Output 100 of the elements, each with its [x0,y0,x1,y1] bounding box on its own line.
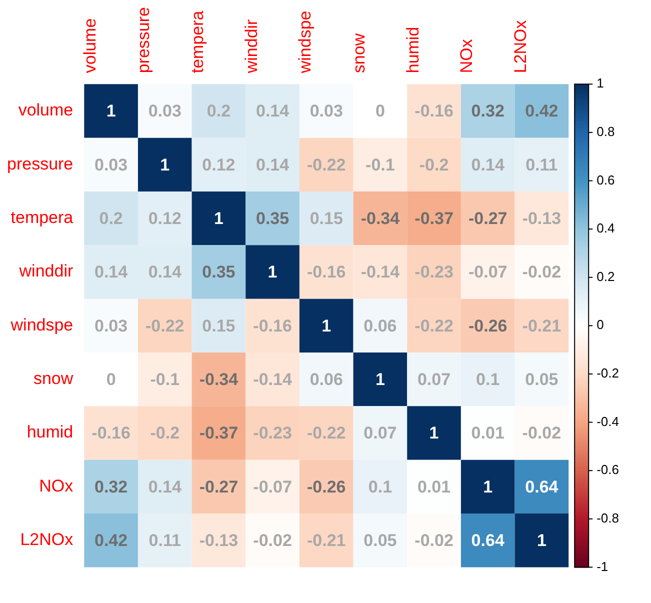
data-label: -0.21 [306,531,346,550]
color-bar-label: 0.6 [596,172,615,188]
data-label: 1 [268,262,278,282]
data-label: 0.01 [471,424,504,443]
data-label: -0.37 [199,424,238,443]
color-bar-label: -1 [596,558,608,574]
data-label: 0.1 [368,477,392,496]
data-label: 0.64 [471,531,505,550]
data-label: -0.37 [414,209,454,228]
data-label: -0.07 [253,477,292,496]
x-tick-label: pressure [134,7,154,74]
data-label: -0.13 [522,209,562,228]
data-label: -0.07 [468,262,508,282]
data-label: -0.23 [414,262,454,282]
data-label: -0.34 [360,209,400,228]
data-label: -0.22 [414,316,454,336]
color-bar-label: 1 [596,76,604,91]
y-tick-label: windspe [10,315,74,334]
x-tick-label: tempera [188,10,207,74]
data-label: 0.06 [364,316,397,336]
data-label: -0.02 [522,424,562,443]
data-label: 0.35 [202,262,236,282]
data-label: 0.32 [471,102,504,121]
data-label: 1 [106,102,116,121]
data-label: 1 [160,155,170,174]
data-label: -0.26 [468,316,508,336]
data-label: 0.12 [148,209,182,228]
data-label: -0.1 [150,370,180,390]
data-label: 0.15 [202,316,236,336]
data-label: 0.06 [310,370,343,390]
data-label: 0.01 [417,477,451,496]
data-label: -0.13 [199,531,238,550]
data-label: 0.15 [310,209,343,228]
data-label: -0.02 [522,262,562,282]
color-bar-label: -0.4 [596,414,620,429]
data-label: 0.42 [94,531,128,550]
data-label: -0.2 [419,155,449,174]
color-bar-label: 0 [596,317,604,332]
data-label: -0.22 [306,155,346,174]
data-label: 0.32 [94,477,128,496]
x-tick-label: NOx [457,38,476,74]
data-label: 0 [106,370,116,390]
data-label: 0.1 [476,370,500,390]
data-label: -0.16 [92,424,130,443]
data-label: 0.11 [148,531,181,550]
y-tick-label: tempera [10,208,74,228]
data-label: 0.11 [526,155,558,174]
x-tick-label: L2NOx [510,20,530,74]
data-label: 1 [536,531,546,550]
data-label: 0.2 [99,209,123,228]
data-label: 0.07 [417,370,451,390]
data-label: 0.14 [256,155,290,174]
y-tick-label: snow [33,369,74,388]
data-label: 0.05 [364,531,397,550]
data-label: -0.23 [253,424,292,443]
y-tick-label: volume [18,100,74,120]
data-label: 1 [322,316,332,336]
data-label: 0.05 [525,370,558,390]
data-label: -0.16 [253,316,292,336]
y-tick-label: winddir [18,262,74,281]
data-label: 0.07 [364,424,397,443]
data-label: -0.26 [306,477,346,496]
data-label: 0.42 [525,102,558,121]
data-label: -0.02 [414,531,454,550]
data-label: 0.14 [148,477,182,496]
data-label: 0.03 [148,102,182,121]
data-label: -0.16 [414,102,454,121]
data-label: -0.27 [468,209,508,228]
data-label: 1 [429,424,439,443]
data-label: 0.12 [202,155,236,174]
y-tick-label: humid [26,422,74,442]
data-label: -0.1 [366,155,395,174]
data-label: 1 [375,370,385,390]
data-label: -0.22 [146,316,184,336]
x-tick-label: snow [349,32,368,74]
x-tick-label: winddir [242,18,261,74]
data-label: 0.14 [148,262,182,282]
data-label: 0.35 [256,209,290,228]
color-bar-label: 0.8 [596,124,615,140]
y-tick-label: L2NOx [20,530,74,550]
color-bar-label: -0.8 [596,510,620,526]
data-label: -0.27 [199,477,238,496]
data-label: 0.03 [94,316,128,336]
y-tick-label: pressure [7,154,74,174]
color-bar-label: -0.2 [596,366,620,381]
color-bar-label: -0.6 [596,462,620,478]
data-label: 0.03 [94,155,128,174]
data-label: -0.16 [306,262,346,282]
data-label: 0.14 [471,155,505,174]
data-label: 1 [483,477,493,496]
data-label: -0.14 [253,370,292,390]
data-label: -0.14 [360,262,400,282]
data-label: 0.03 [310,102,343,121]
data-label: -0.34 [199,370,239,390]
data-label: -0.2 [150,424,180,443]
color-bar-label: 0.2 [596,268,615,284]
data-label: 0.14 [94,262,128,282]
data-label: 0.64 [525,477,559,496]
data-label: -0.21 [522,316,562,336]
data-label: 1 [214,209,224,228]
